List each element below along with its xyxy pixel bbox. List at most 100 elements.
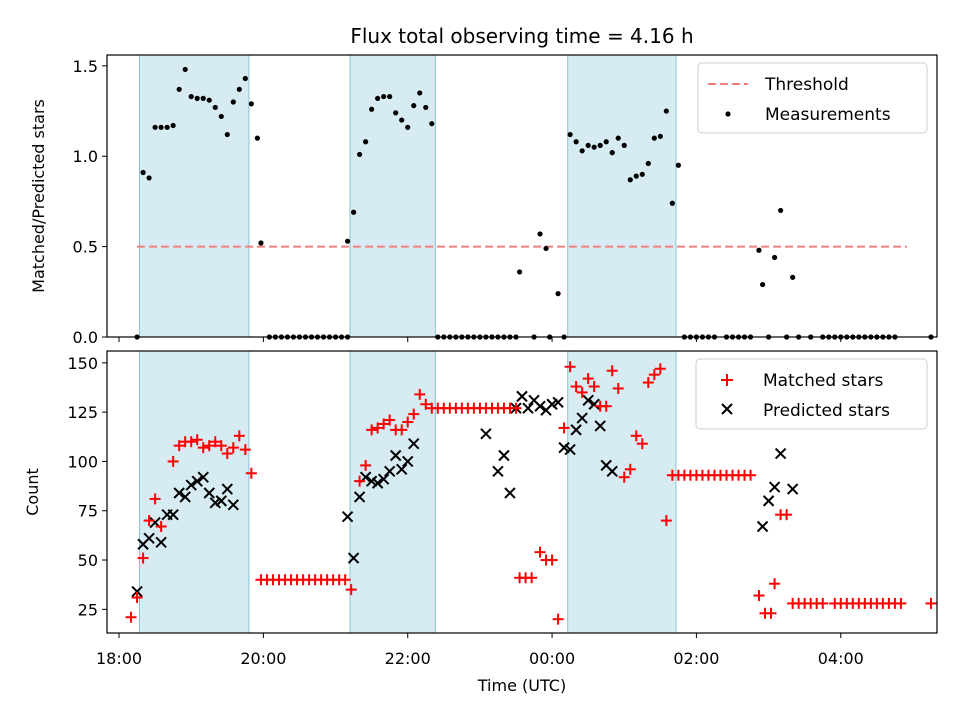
ratio-panel: Flux total observing time = 4.16 h 0.00.… <box>29 24 938 347</box>
measurement-point <box>212 104 218 111</box>
top-shaded-interval-1 <box>138 54 250 338</box>
predicted-stars-point-stroke <box>347 552 360 564</box>
matched-stars-point <box>546 554 558 566</box>
predicted-stars-point <box>383 465 396 478</box>
matched-stars-point <box>402 416 414 428</box>
predicted-stars-point <box>396 463 408 476</box>
matched-stars-point <box>372 422 384 434</box>
predicted-stars-point <box>606 465 618 478</box>
predicted-stars-point-stroke <box>528 394 540 407</box>
predicted-stars-point-stroke <box>155 536 167 548</box>
measurement-point <box>369 106 375 112</box>
predicted-stars-point-stroke <box>756 520 769 533</box>
measurement-point <box>258 240 264 246</box>
matched-stars-point <box>582 373 594 385</box>
predicted-stars-point <box>371 477 384 489</box>
predicted-stars-point-stroke <box>371 477 384 489</box>
predicted-stars-point-stroke <box>588 398 600 410</box>
top-plot-frame <box>106 54 938 338</box>
predicted-stars-point-stroke <box>564 443 576 456</box>
matched-stars-point <box>366 424 378 436</box>
legend-threshold-label: Threshold <box>764 75 849 95</box>
matched-stars-point <box>197 442 209 454</box>
predicted-stars-point-stroke <box>522 402 534 414</box>
predicted-stars-point <box>377 473 390 485</box>
matched-stars-point <box>149 493 161 505</box>
matched-stars-point <box>203 440 215 452</box>
predicted-stars-point-stroke <box>341 510 354 523</box>
measurement-point <box>176 86 182 92</box>
matched-stars-point <box>227 442 239 454</box>
matched-stars-point <box>648 369 660 381</box>
predicted-stars-point-stroke <box>786 483 799 495</box>
measurement-point <box>224 131 230 138</box>
matched-stars-point <box>600 400 612 412</box>
predicted-stars-point-stroke <box>143 532 155 545</box>
measurement-point <box>675 162 681 168</box>
matched-stars-point <box>354 475 366 487</box>
predicted-stars-point-stroke <box>504 487 516 499</box>
measurement-point <box>357 151 363 158</box>
predicted-stars-point-stroke <box>492 465 504 478</box>
predicted-stars-point <box>215 495 227 507</box>
predicted-stars-point <box>762 495 775 507</box>
measurement-point <box>236 86 242 92</box>
matched-stars-point <box>167 455 179 467</box>
x-axis-label: Time (UTC) <box>477 676 566 695</box>
predicted-stars-point <box>480 428 492 440</box>
top-y-tick-label: 1.0 <box>73 147 98 166</box>
predicted-stars-point-stroke <box>498 449 510 462</box>
predicted-stars-point <box>155 536 167 548</box>
bottom-y-tick-label: 25 <box>78 600 98 619</box>
predicted-stars-point-stroke <box>191 475 203 487</box>
measurement-point <box>663 108 669 114</box>
predicted-stars-point-stroke <box>570 424 582 436</box>
predicted-stars-point <box>167 508 179 521</box>
bottom-legend: Matched stars Predicted stars <box>695 358 928 430</box>
legend-predicted-label: Predicted stars <box>763 401 890 421</box>
matched-stars-point <box>624 463 636 475</box>
top-x-ticks <box>118 337 842 342</box>
bottom-y-tick-label: 150 <box>67 354 98 373</box>
top-legend-box <box>697 62 928 134</box>
predicted-stars-point-stroke <box>600 459 612 472</box>
predicted-stars-point <box>221 483 233 495</box>
measurement-point <box>627 177 633 183</box>
top-legend: Threshold Measurements <box>697 62 928 134</box>
predicted-stars-point-stroke <box>149 516 161 529</box>
measurement-point <box>516 269 523 275</box>
matched-stars-point <box>753 590 765 602</box>
measurement-point <box>603 139 609 145</box>
measurement-point <box>140 169 146 176</box>
measurement-point <box>344 238 351 244</box>
predicted-stars-point <box>143 532 155 545</box>
x-tick-label: 22:00 <box>385 649 431 668</box>
measurement-point <box>152 124 158 130</box>
predicted-stars-point <box>203 487 215 499</box>
measurement-point <box>633 173 639 179</box>
top-y-tick-label: 0.0 <box>73 328 98 347</box>
top-shaded-interval-2 <box>349 54 436 338</box>
predicted-stars-point <box>131 585 143 598</box>
matched-stars-point <box>408 408 420 420</box>
top-y-axis-label: Matched/Predicted stars <box>29 99 48 293</box>
predicted-stars-point-stroke <box>221 483 233 495</box>
top-y-tick-label: 0.5 <box>73 238 98 257</box>
measurement-point <box>350 209 357 215</box>
matched-stars-point <box>781 509 793 521</box>
top-shaded-intervals <box>138 54 677 338</box>
matched-stars-point <box>564 361 576 373</box>
matched-stars-point <box>606 365 618 377</box>
matched-stars-point <box>612 382 624 394</box>
predicted-stars-point <box>588 398 600 410</box>
bottom-y-tick-label: 50 <box>78 551 98 570</box>
measurement-point <box>158 124 164 130</box>
predicted-stars-point-stroke <box>203 487 215 499</box>
predicted-stars-point <box>353 491 366 503</box>
matched-stars-point <box>570 380 582 392</box>
predicted-stars-point <box>402 455 414 468</box>
matched-stars-point <box>131 592 143 604</box>
predicted-stars-point <box>227 499 240 511</box>
measurement-point <box>597 142 603 148</box>
